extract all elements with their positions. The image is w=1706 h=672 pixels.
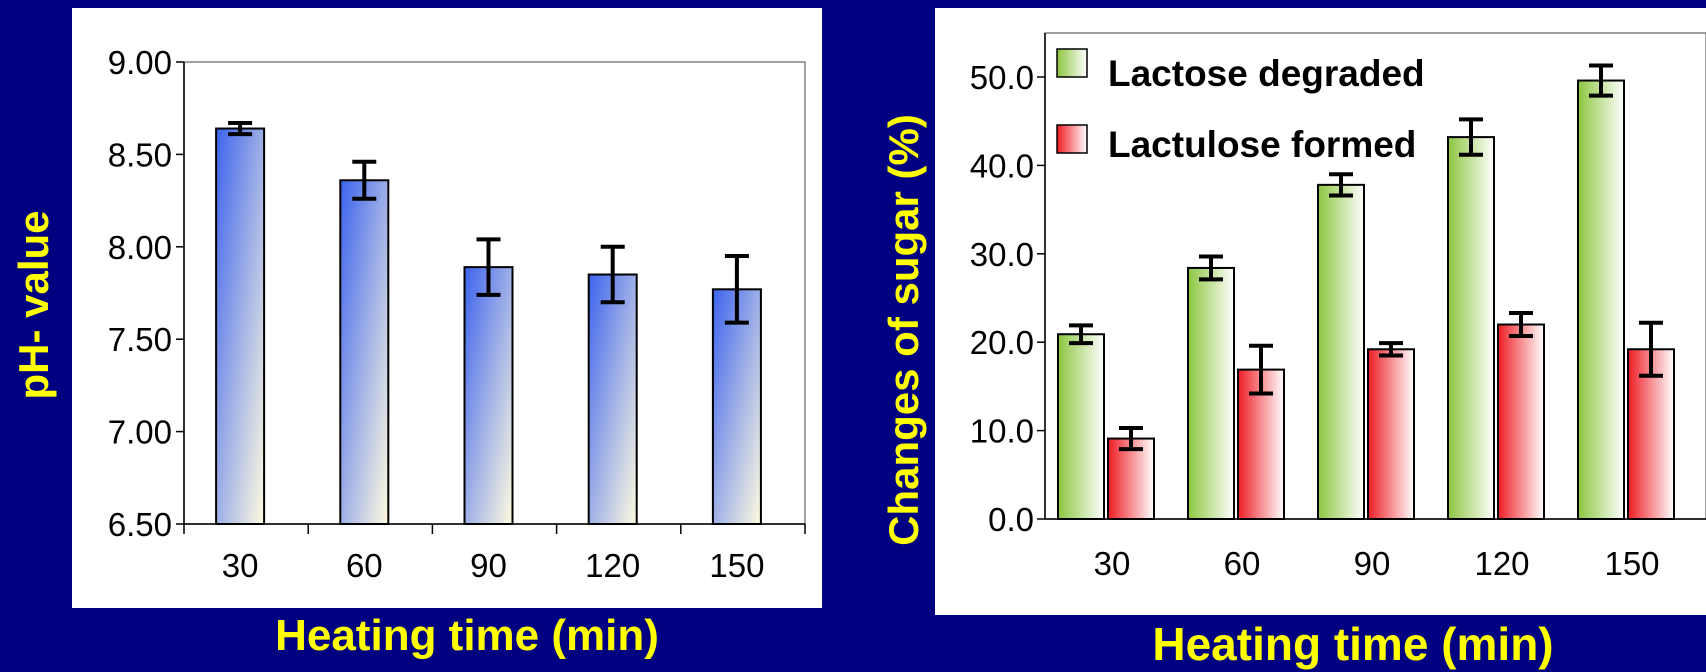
right-y-tick-label: 30.0	[970, 236, 1034, 273]
right-x-tick-label: 30	[1094, 545, 1131, 582]
legend-swatch-lactose	[1056, 48, 1088, 78]
right-error-bar-lactulose-150	[1639, 320, 1663, 378]
left-chart-panel	[72, 8, 822, 608]
right-x-tick-label: 60	[1224, 545, 1261, 582]
left-x-tick-label: 90	[470, 547, 507, 584]
right-bar-lactose-150	[1577, 79, 1625, 520]
right-error-bar-lactose-60	[1199, 254, 1223, 282]
left-bar-30	[215, 127, 266, 525]
right-y-tick-label: 50.0	[970, 59, 1034, 96]
left-bar-90	[463, 266, 514, 525]
right-bar-lactose-60	[1187, 266, 1235, 520]
left-error-bar-150	[724, 254, 749, 325]
legend-swatch-lactulose	[1056, 124, 1088, 154]
left-y-tick-label: 7.50	[108, 321, 172, 358]
left-x-tick-label: 30	[222, 547, 259, 584]
right-x-tick-label: 120	[1474, 545, 1529, 582]
left-x-axis-title: Heating time (min)	[275, 611, 659, 660]
left-y-tick-label: 8.00	[108, 229, 172, 266]
left-x-tick-label: 150	[709, 547, 764, 584]
right-error-bar-lactose-120	[1459, 117, 1483, 157]
legend: Lactose degraded Lactulose formed	[1056, 48, 1425, 165]
left-y-tick-label: 9.00	[108, 44, 172, 81]
left-y-axis-title: pH- value	[10, 210, 57, 399]
right-error-bar-lactulose-120	[1509, 311, 1533, 339]
left-bar-60	[339, 179, 390, 525]
right-bar-lactulose-90	[1367, 348, 1415, 520]
right-x-tick-label: 90	[1354, 545, 1391, 582]
right-y-tick-label: 40.0	[970, 147, 1034, 184]
left-bar-120	[587, 273, 638, 525]
left-x-tick-label: 60	[346, 547, 383, 584]
right-error-bar-lactose-30	[1069, 323, 1093, 346]
left-error-bar-30	[228, 120, 253, 137]
left-y-tick-label: 8.50	[108, 136, 172, 173]
right-error-bar-lactose-90	[1329, 172, 1353, 198]
right-error-bar-lactulose-30	[1119, 425, 1143, 452]
left-error-bar-90	[476, 237, 501, 297]
left-bar-150	[711, 288, 762, 525]
right-y-axis-title: Changes of sugar (%)	[880, 114, 927, 546]
left-x-tick-label: 120	[585, 547, 640, 584]
right-error-bar-lactulose-90	[1379, 341, 1403, 358]
right-error-bar-lactulose-60	[1249, 343, 1273, 396]
right-error-bar-lactose-150	[1589, 63, 1613, 98]
right-x-axis-title: Heating time (min)	[1152, 618, 1553, 670]
right-bar-lactose-90	[1317, 183, 1365, 521]
right-y-tick-label: 10.0	[970, 413, 1034, 450]
right-bar-lactose-30	[1057, 333, 1105, 520]
right-y-tick-label: 20.0	[970, 324, 1034, 361]
left-error-bar-120	[600, 244, 625, 305]
right-y-tick-label: 0.0	[988, 501, 1034, 538]
right-x-tick-label: 150	[1604, 545, 1659, 582]
left-chart: 6.50 7.00 7.50 8.00 8.50 9.00 30 60 90 120 150	[108, 44, 806, 584]
right-bar-lactose-120	[1447, 136, 1495, 520]
left-y-tick-label: 7.00	[108, 414, 172, 451]
left-error-bar-60	[352, 159, 377, 201]
left-y-tick-label: 6.50	[108, 506, 172, 543]
legend-label-lactose: Lactose degraded	[1108, 53, 1425, 94]
legend-label-lactulose: Lactulose formed	[1108, 124, 1416, 165]
right-bar-lactulose-120	[1497, 323, 1545, 520]
right-chart: 0.0 10.0 20.0 30.0 40.0 50.0 30 60 90 120 150	[970, 33, 1706, 582]
